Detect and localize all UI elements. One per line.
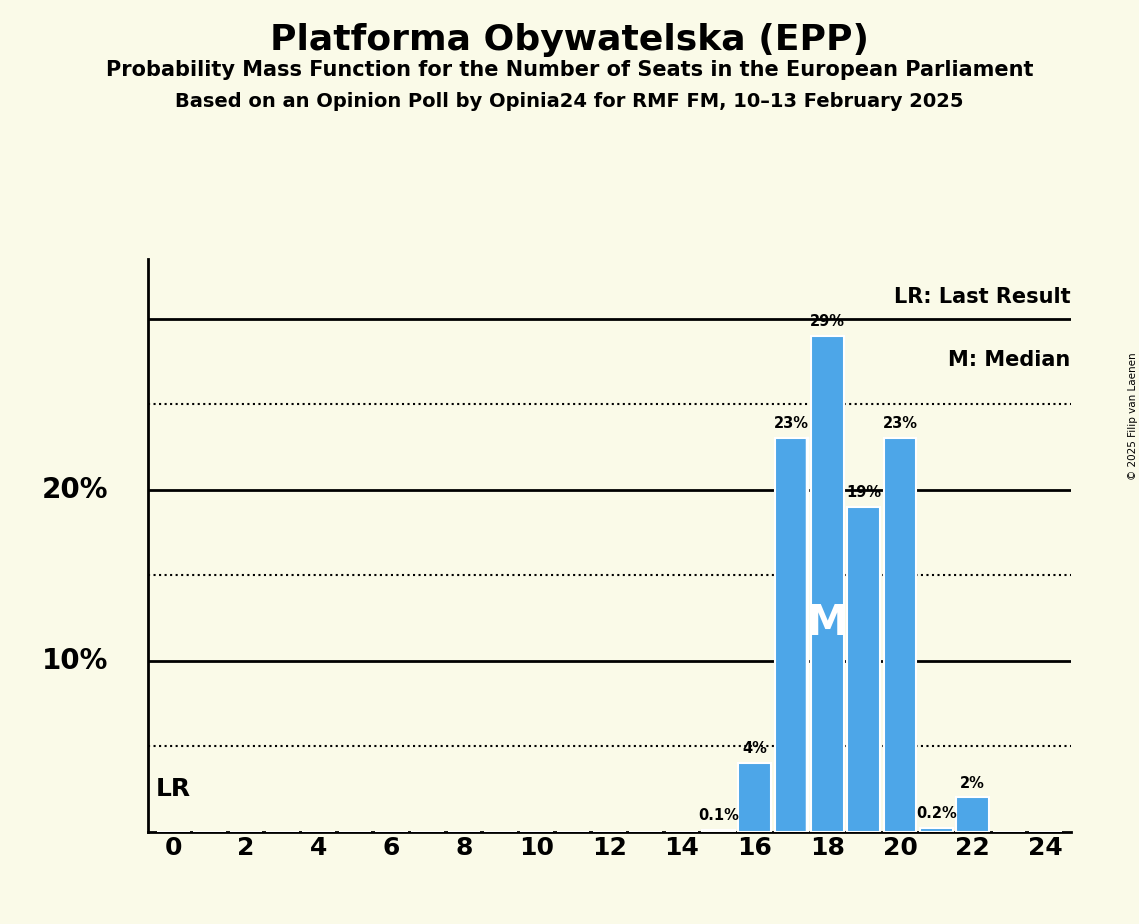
Text: 29%: 29%	[810, 314, 845, 329]
Bar	[920, 828, 952, 832]
Text: Probability Mass Function for the Number of Seats in the European Parliament: Probability Mass Function for the Number…	[106, 60, 1033, 80]
Bar	[811, 335, 844, 832]
Text: Based on an Opinion Poll by Opinia24 for RMF FM, 10–13 February 2025: Based on an Opinion Poll by Opinia24 for…	[175, 92, 964, 112]
Text: 4%: 4%	[743, 741, 767, 757]
Text: 10%: 10%	[42, 647, 108, 675]
Text: © 2025 Filip van Laenen: © 2025 Filip van Laenen	[1129, 352, 1138, 480]
Bar	[738, 763, 771, 832]
Text: 23%: 23%	[773, 417, 809, 432]
Text: Platforma Obywatelska (EPP): Platforma Obywatelska (EPP)	[270, 23, 869, 57]
Text: 20%: 20%	[42, 476, 108, 504]
Bar	[702, 830, 735, 832]
Text: 0.2%: 0.2%	[916, 807, 957, 821]
Text: LR: LR	[155, 777, 190, 801]
Text: 0.1%: 0.1%	[698, 808, 739, 823]
Bar	[957, 797, 989, 832]
Bar	[775, 438, 808, 832]
Text: 23%: 23%	[883, 417, 917, 432]
Text: 2%: 2%	[960, 775, 985, 791]
Text: M: Median: M: Median	[949, 350, 1071, 371]
Bar	[847, 506, 880, 832]
Text: M: M	[806, 602, 849, 644]
Bar	[884, 438, 916, 832]
Text: LR: Last Result: LR: Last Result	[894, 287, 1071, 308]
Text: 19%: 19%	[846, 485, 882, 500]
